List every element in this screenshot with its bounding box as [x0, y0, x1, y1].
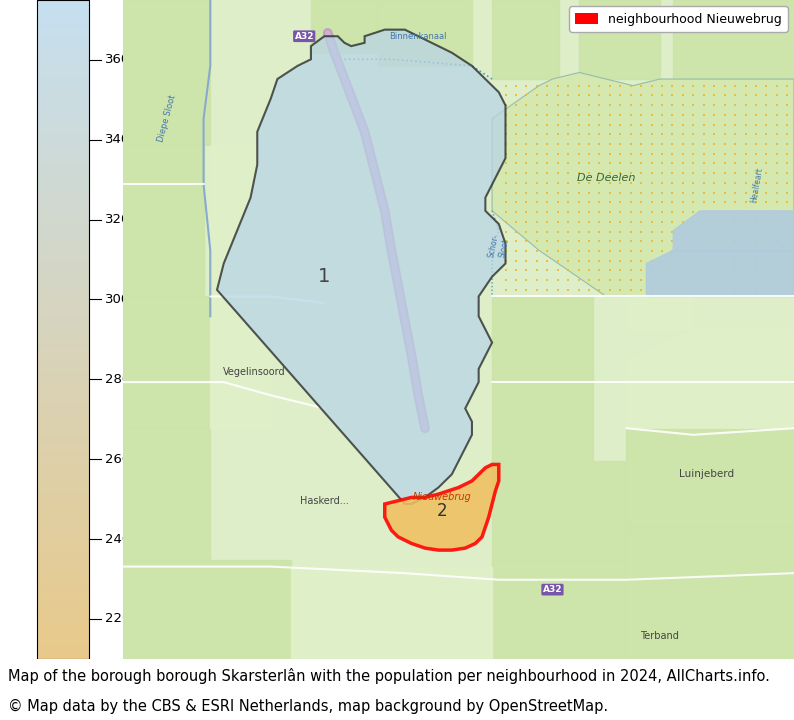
Text: Terband: Terband	[641, 631, 679, 641]
Text: Binnenkanaal: Binnenkanaal	[390, 32, 447, 41]
Legend: neighbourhood Nieuwebrug: neighbourhood Nieuwebrug	[569, 6, 788, 32]
Polygon shape	[210, 145, 271, 297]
Polygon shape	[492, 0, 559, 79]
Polygon shape	[580, 0, 660, 79]
Text: 320: 320	[105, 213, 130, 226]
Polygon shape	[391, 567, 492, 659]
Text: Vegelinsoord: Vegelinsoord	[222, 367, 285, 377]
Text: 300: 300	[105, 293, 130, 306]
Polygon shape	[492, 560, 626, 659]
Polygon shape	[626, 428, 794, 527]
Polygon shape	[291, 567, 391, 659]
Text: 280: 280	[105, 373, 130, 386]
Text: 220: 220	[105, 613, 130, 626]
Text: Diepe Sloot: Diepe Sloot	[156, 94, 177, 143]
Text: Schor-
Sloot: Schor- Sloot	[487, 233, 511, 261]
Polygon shape	[123, 0, 210, 145]
Text: 1: 1	[318, 267, 330, 286]
Text: Haskerd...: Haskerd...	[300, 495, 349, 505]
Polygon shape	[626, 264, 693, 329]
Text: A32: A32	[543, 585, 562, 594]
Text: 240: 240	[105, 533, 130, 546]
Polygon shape	[123, 428, 210, 560]
Polygon shape	[123, 145, 203, 297]
Text: De Deelen: De Deelen	[577, 173, 635, 183]
Text: 260: 260	[105, 453, 130, 466]
Polygon shape	[385, 464, 499, 550]
Polygon shape	[492, 297, 592, 362]
Polygon shape	[673, 0, 794, 79]
Polygon shape	[492, 362, 592, 462]
Polygon shape	[210, 297, 271, 428]
Text: Map of the borough borough Skarsterlân with the population per neighbourhood in : Map of the borough borough Skarsterlân w…	[8, 668, 770, 684]
Polygon shape	[311, 0, 378, 53]
Polygon shape	[673, 211, 794, 251]
Polygon shape	[123, 297, 210, 428]
Text: A32: A32	[295, 32, 314, 41]
Polygon shape	[378, 0, 472, 66]
Text: Healfeart: Healfeart	[750, 166, 765, 203]
Polygon shape	[492, 73, 794, 297]
Polygon shape	[626, 527, 794, 659]
Text: Luinjeberd: Luinjeberd	[679, 469, 734, 480]
Polygon shape	[492, 462, 626, 560]
Polygon shape	[217, 30, 506, 504]
Text: 340: 340	[105, 133, 130, 146]
Polygon shape	[626, 329, 794, 428]
Text: Nieuwebrug: Nieuwebrug	[412, 492, 471, 503]
Polygon shape	[123, 560, 291, 659]
Polygon shape	[646, 251, 794, 297]
Text: 2: 2	[437, 502, 447, 520]
Text: © Map data by the CBS & ESRI Netherlands, map background by OpenStreetMap.: © Map data by the CBS & ESRI Netherlands…	[8, 699, 608, 714]
Text: 360: 360	[105, 53, 130, 66]
